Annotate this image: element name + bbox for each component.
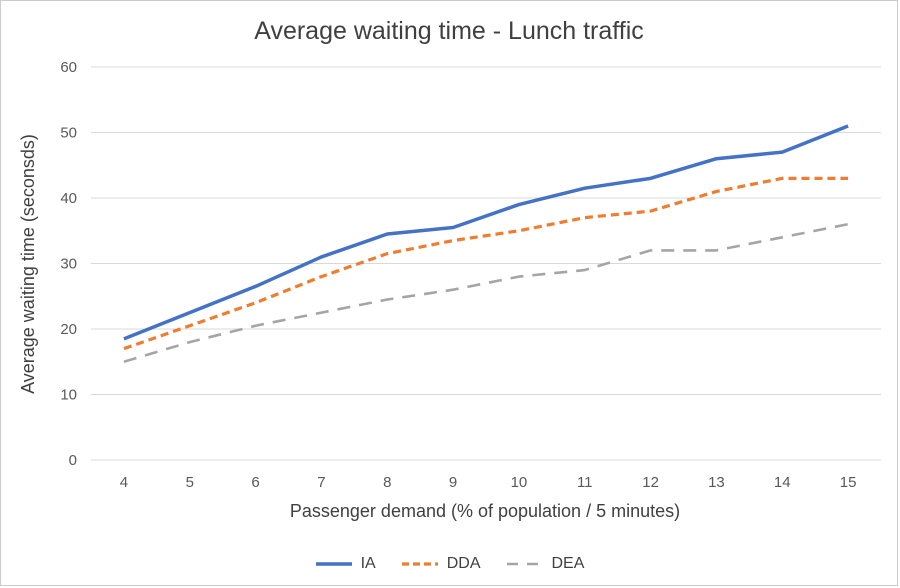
y-tick-label: 60 bbox=[60, 59, 77, 76]
x-tick-label: 15 bbox=[840, 474, 857, 491]
x-tick-label: 6 bbox=[251, 474, 259, 491]
y-tick-label: 0 bbox=[69, 452, 77, 469]
x-tick-label: 12 bbox=[642, 474, 659, 491]
x-tick-label: 9 bbox=[449, 474, 457, 491]
legend-label-dda: DDA bbox=[446, 555, 481, 572]
x-axis-title: Passenger demand (% of population / 5 mi… bbox=[289, 501, 681, 521]
y-tick-label: 40 bbox=[60, 190, 77, 207]
x-tick-label: 8 bbox=[383, 474, 391, 491]
series-line-dea bbox=[123, 222, 849, 363]
plot-area: 0 10 20 30 40 50 60 4 5 6 7 8 9 10 11 12 13 14 15 bbox=[60, 59, 881, 491]
y-tick-label: 10 bbox=[60, 387, 77, 404]
x-tick-label: 10 bbox=[511, 474, 528, 491]
legend-label-ia: IA bbox=[360, 555, 376, 572]
x-tick-label: 7 bbox=[317, 474, 325, 491]
y-tick-label: 30 bbox=[60, 256, 77, 273]
legend-label-dea: DEA bbox=[551, 555, 585, 572]
x-tick-label: 13 bbox=[708, 474, 725, 491]
legend: IA DDA DEA bbox=[1, 555, 897, 573]
y-tick-label: 20 bbox=[60, 321, 77, 338]
y-tick-label: 50 bbox=[60, 125, 77, 142]
x-tick-label: 5 bbox=[186, 474, 194, 491]
x-tick-label: 14 bbox=[774, 474, 791, 491]
x-tick-label: 4 bbox=[120, 474, 128, 491]
dea-line-icon bbox=[506, 562, 543, 566]
series-line-ia bbox=[123, 124, 849, 341]
legend-item-dea: DEA bbox=[505, 555, 585, 573]
series-line-dda bbox=[123, 176, 849, 351]
legend-item-ia: IA bbox=[314, 555, 376, 573]
dda-line-icon bbox=[401, 562, 438, 566]
x-tick-label: 11 bbox=[577, 474, 593, 491]
chart-title: Average waiting time - Lunch traffic bbox=[254, 17, 644, 45]
legend-item-dda: DDA bbox=[400, 555, 481, 573]
ia-line-icon bbox=[315, 562, 352, 566]
